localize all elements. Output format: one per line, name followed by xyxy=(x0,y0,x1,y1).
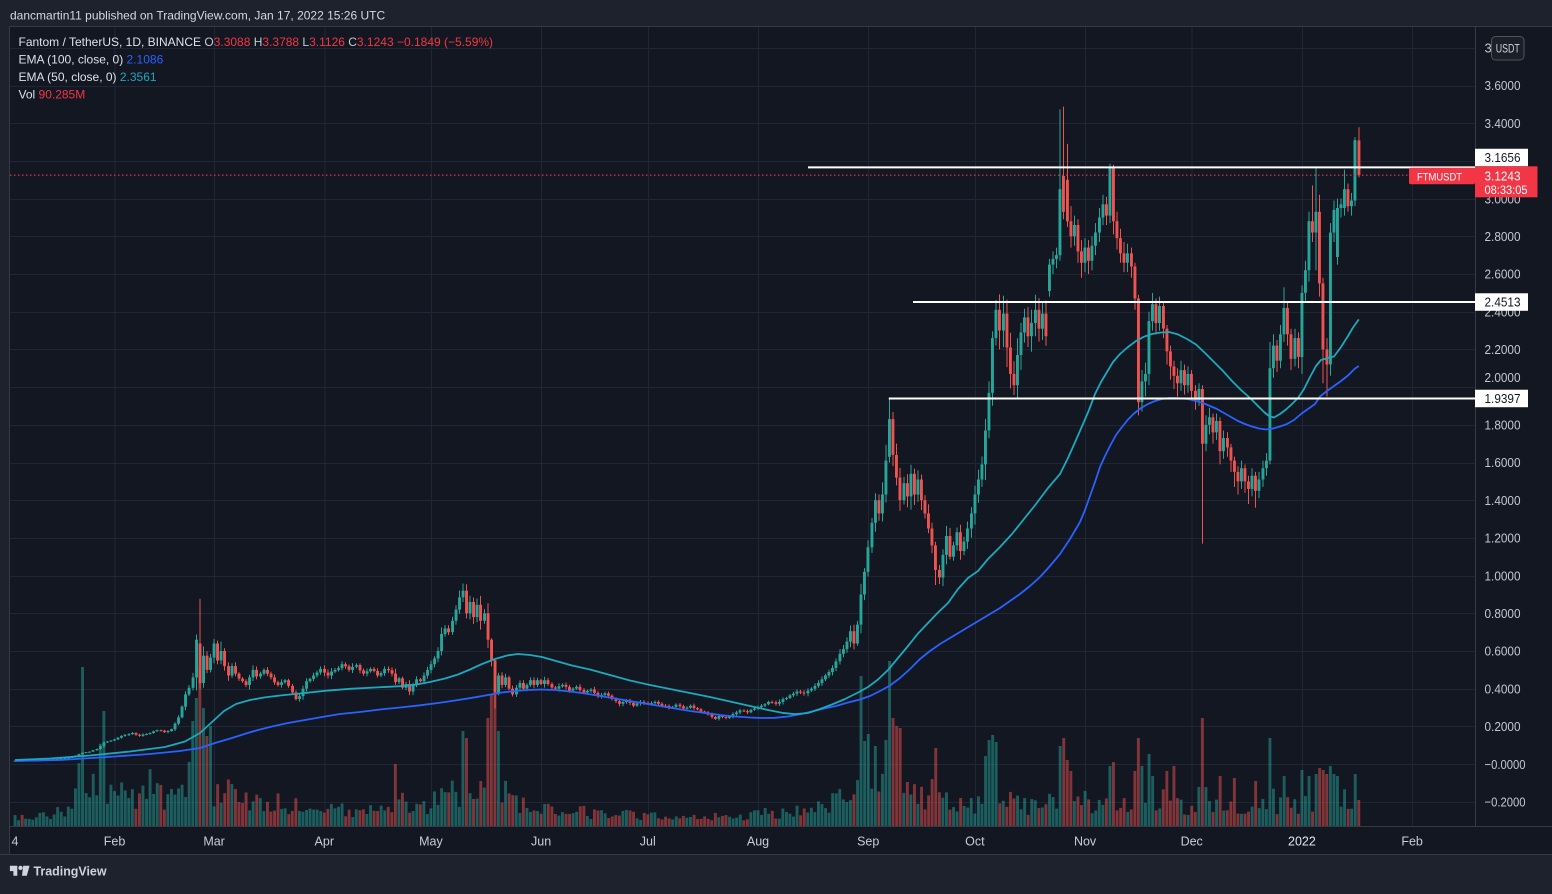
svg-text:−0.2000: −0.2000 xyxy=(1485,795,1526,810)
svg-text:1.0000: 1.0000 xyxy=(1485,568,1521,583)
svg-text:2022: 2022 xyxy=(1288,835,1316,849)
svg-text:Jul: Jul xyxy=(640,835,656,849)
svg-text:1.9397: 1.9397 xyxy=(1485,391,1521,406)
svg-text:0.2000: 0.2000 xyxy=(1485,719,1521,734)
svg-text:1.6000: 1.6000 xyxy=(1485,455,1521,470)
svg-text:2.6000: 2.6000 xyxy=(1485,267,1521,282)
svg-text:Apr: Apr xyxy=(315,835,334,849)
svg-text:3: 3 xyxy=(1485,41,1492,56)
svg-text:EMA (100, close, 0) 2.1086: EMA (100, close, 0) 2.1086 xyxy=(19,53,164,67)
svg-text:Aug: Aug xyxy=(747,835,769,849)
svg-text:0.4000: 0.4000 xyxy=(1485,681,1521,696)
svg-text:Feb: Feb xyxy=(104,835,126,849)
svg-text:1.2000: 1.2000 xyxy=(1485,531,1521,546)
svg-text:USDT: USDT xyxy=(1496,44,1520,56)
svg-text:May: May xyxy=(419,835,443,849)
svg-text:Fantom / TetherUS, 1D, BINANCE: Fantom / TetherUS, 1D, BINANCE O3.3088 H… xyxy=(19,35,494,49)
svg-text:2.4513: 2.4513 xyxy=(1485,295,1521,310)
svg-text:0.8000: 0.8000 xyxy=(1485,606,1521,621)
svg-text:EMA (50, close, 0) 2.3561: EMA (50, close, 0) 2.3561 xyxy=(19,70,157,84)
svg-text:2.8000: 2.8000 xyxy=(1485,229,1521,244)
svg-text:3.1243: 3.1243 xyxy=(1485,169,1521,184)
svg-text:3.6000: 3.6000 xyxy=(1485,78,1521,93)
svg-text:3.1656: 3.1656 xyxy=(1485,150,1521,165)
svg-text:1.4000: 1.4000 xyxy=(1485,493,1521,508)
svg-text:4: 4 xyxy=(12,835,19,849)
svg-text:Oct: Oct xyxy=(965,835,985,849)
svg-text:0.6000: 0.6000 xyxy=(1485,644,1521,659)
svg-text:2.2000: 2.2000 xyxy=(1485,342,1521,357)
svg-text:Mar: Mar xyxy=(203,835,225,849)
svg-text:Sep: Sep xyxy=(857,835,879,849)
svg-text:FTMUSDT: FTMUSDT xyxy=(1417,171,1462,183)
svg-text:3.4000: 3.4000 xyxy=(1485,116,1521,131)
svg-text:2.0000: 2.0000 xyxy=(1485,370,1521,385)
svg-text:08:33:05: 08:33:05 xyxy=(1485,183,1528,197)
svg-text:1.8000: 1.8000 xyxy=(1485,418,1521,433)
svg-text:Dec: Dec xyxy=(1181,835,1203,849)
svg-text:Vol 90.285M: Vol 90.285M xyxy=(19,88,86,102)
svg-text:Nov: Nov xyxy=(1074,835,1097,849)
svg-text:−0.0000: −0.0000 xyxy=(1485,757,1526,772)
svg-text:Jun: Jun xyxy=(531,835,551,849)
svg-text:TradingView: TradingView xyxy=(34,864,108,879)
svg-text:dancmartin11 published on Trad: dancmartin11 published on TradingView.co… xyxy=(10,9,385,23)
svg-text:Feb: Feb xyxy=(1401,835,1423,849)
